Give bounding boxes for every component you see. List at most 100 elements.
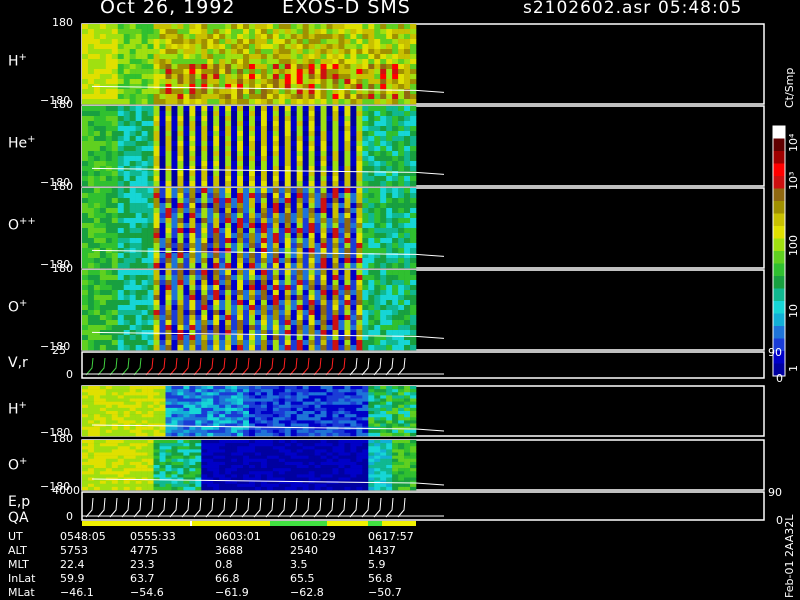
heat-cell xyxy=(147,335,154,341)
heat-cell xyxy=(105,411,113,415)
heat-cell xyxy=(368,335,375,341)
heat-cell xyxy=(284,404,292,409)
heat-cell xyxy=(272,285,280,291)
heat-cell xyxy=(153,258,160,264)
heat-cell xyxy=(344,161,351,167)
heat-cell xyxy=(111,181,119,187)
heat-cell xyxy=(195,461,202,466)
heat-cell xyxy=(398,146,405,152)
heat-cell xyxy=(266,305,274,311)
heat-cell xyxy=(260,414,268,418)
heat-cell xyxy=(171,483,178,488)
heat-cell xyxy=(392,395,399,399)
heat-cell xyxy=(344,315,351,321)
heat-cell xyxy=(332,126,339,132)
heat-cell xyxy=(177,203,184,209)
heat-cell xyxy=(153,480,160,485)
heat-cell xyxy=(237,141,244,147)
heat-cell xyxy=(410,79,417,85)
heat-cell xyxy=(374,218,381,224)
heat-cell xyxy=(99,171,107,177)
heat-cell xyxy=(398,253,405,259)
heat-cell xyxy=(171,477,178,481)
heat-cell xyxy=(82,146,89,152)
heat-cell xyxy=(159,426,166,431)
heat-cell xyxy=(117,171,125,177)
heat-cell xyxy=(374,223,381,229)
heat-cell xyxy=(99,468,107,472)
heat-cell xyxy=(147,486,154,491)
heat-cell xyxy=(225,248,232,254)
heat-cell xyxy=(380,208,387,214)
heat-cell xyxy=(141,465,148,469)
heat-cell xyxy=(284,310,292,316)
heat-cell xyxy=(87,253,95,259)
heat-cell xyxy=(87,461,95,466)
heat-cell xyxy=(183,320,190,326)
heat-cell xyxy=(374,54,381,60)
heat-cell xyxy=(201,126,208,132)
heat-cell xyxy=(165,411,172,415)
heat-cell xyxy=(93,99,101,105)
heat-cell xyxy=(392,94,399,100)
heat-cell xyxy=(398,228,405,234)
heat-cell xyxy=(284,223,292,229)
heat-cell xyxy=(189,121,196,127)
heat-cell xyxy=(159,243,166,249)
heat-cell xyxy=(219,213,226,219)
heat-cell xyxy=(308,401,315,406)
heat-cell xyxy=(362,330,369,336)
heat-cell xyxy=(308,295,315,301)
heat-cell xyxy=(278,228,286,234)
heat-cell xyxy=(123,325,131,331)
heat-cell xyxy=(410,106,417,112)
heat-cell xyxy=(82,74,89,80)
heat-cell xyxy=(159,468,166,472)
heat-cell xyxy=(213,468,220,472)
heat-cell xyxy=(231,64,238,70)
heat-cell xyxy=(153,243,160,249)
heat-cell xyxy=(93,392,101,396)
heat-cell xyxy=(320,392,327,396)
heat-cell xyxy=(302,116,309,122)
heat-cell xyxy=(237,193,244,199)
heat-cell xyxy=(123,253,131,259)
heat-cell xyxy=(260,285,268,291)
heat-cell xyxy=(314,423,321,427)
heat-cell xyxy=(254,24,262,30)
heat-cell xyxy=(380,407,387,412)
heat-cell xyxy=(320,64,327,70)
heat-cell xyxy=(117,455,125,460)
heat-cell xyxy=(290,411,298,415)
heat-cell xyxy=(159,280,166,286)
heat-cell xyxy=(123,411,131,415)
heat-cell xyxy=(260,474,268,478)
heat-cell xyxy=(356,111,363,117)
heat-cell xyxy=(332,345,339,351)
heat-cell xyxy=(105,263,113,269)
heat-cell xyxy=(117,258,125,264)
heat-cell xyxy=(356,44,363,50)
heat-cell xyxy=(243,208,250,214)
heat-cell xyxy=(278,233,286,239)
heat-cell xyxy=(99,161,107,167)
heat-cell xyxy=(225,79,232,85)
heat-cell xyxy=(99,111,107,117)
heat-cell xyxy=(87,99,95,105)
heat-cell xyxy=(225,477,232,481)
heat-cell xyxy=(153,285,160,291)
heat-cell xyxy=(249,275,256,281)
heat-cell xyxy=(260,458,268,463)
heat-cell xyxy=(249,161,256,167)
heat-cell xyxy=(237,263,244,269)
heat-cell xyxy=(260,401,268,406)
heat-cell xyxy=(129,238,136,244)
heat-cell xyxy=(147,111,154,117)
heat-cell xyxy=(308,126,315,132)
heat-cell xyxy=(314,263,321,269)
heat-cell xyxy=(141,480,148,485)
heat-cell xyxy=(147,64,154,70)
heat-cell xyxy=(195,480,202,485)
heat-cell xyxy=(284,423,292,427)
heat-cell xyxy=(320,315,327,321)
